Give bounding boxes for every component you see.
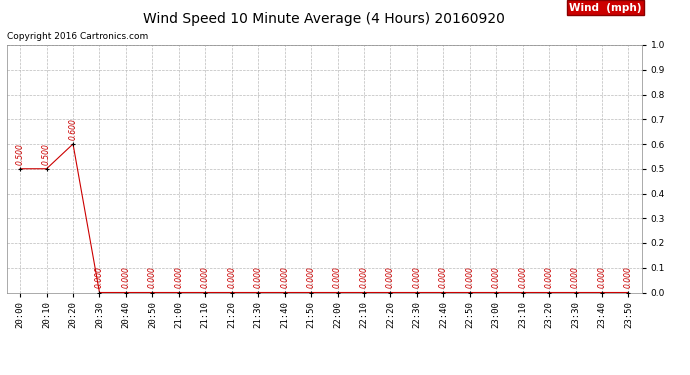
Text: Copyright 2016 Cartronics.com: Copyright 2016 Cartronics.com	[7, 32, 148, 41]
Text: 0.000: 0.000	[518, 267, 527, 288]
Text: 0.000: 0.000	[598, 267, 607, 288]
Text: 0.000: 0.000	[201, 267, 210, 288]
Text: Wind  (mph): Wind (mph)	[569, 3, 642, 13]
Text: 0.000: 0.000	[439, 267, 448, 288]
Text: 0.000: 0.000	[571, 267, 580, 288]
Text: Wind Speed 10 Minute Average (4 Hours) 20160920: Wind Speed 10 Minute Average (4 Hours) 2…	[144, 12, 505, 26]
Text: 0.000: 0.000	[333, 267, 342, 288]
Text: 0.000: 0.000	[413, 267, 422, 288]
Text: 0.000: 0.000	[227, 267, 236, 288]
Text: 0.000: 0.000	[95, 267, 104, 288]
Text: 0.000: 0.000	[254, 267, 263, 288]
Text: 0.000: 0.000	[624, 267, 633, 288]
Text: 0.000: 0.000	[175, 267, 184, 288]
Text: 0.000: 0.000	[280, 267, 289, 288]
Text: 0.000: 0.000	[386, 267, 395, 288]
Text: 0.000: 0.000	[148, 267, 157, 288]
Text: 0.000: 0.000	[465, 267, 474, 288]
Text: 0.000: 0.000	[544, 267, 553, 288]
Text: 0.500: 0.500	[16, 143, 25, 165]
Text: 0.000: 0.000	[359, 267, 368, 288]
Text: 0.500: 0.500	[42, 143, 51, 165]
Text: 0.000: 0.000	[306, 267, 315, 288]
Text: 0.000: 0.000	[121, 267, 130, 288]
Text: 0.000: 0.000	[492, 267, 501, 288]
Text: 0.600: 0.600	[68, 118, 77, 140]
